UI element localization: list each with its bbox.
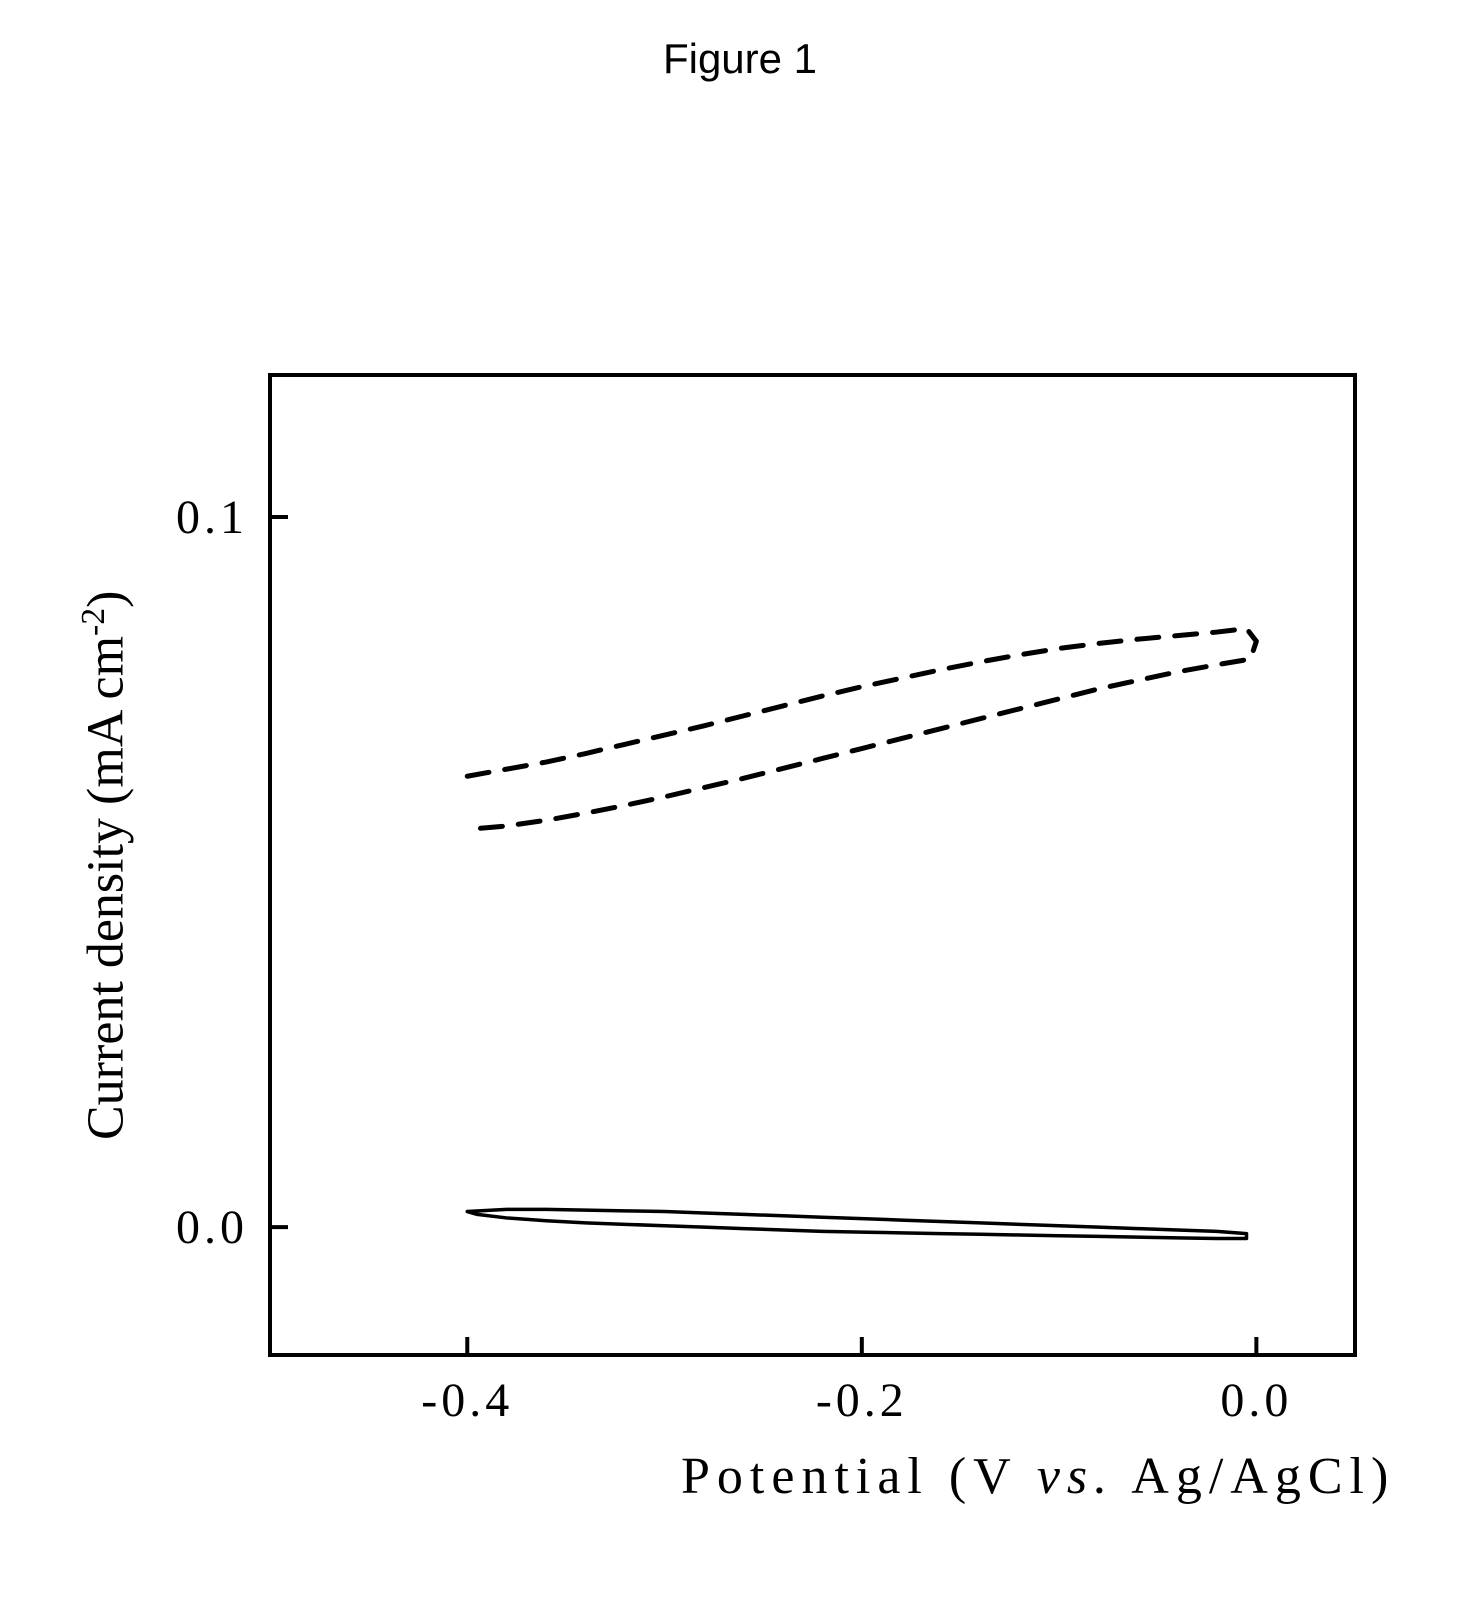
- x-axis-label: Potential (V vs. Ag/AgCl): [681, 1447, 1395, 1506]
- x-tick-label: -0.4: [421, 1373, 513, 1428]
- y-axis-label: Current density (mA cm-2): [75, 590, 135, 1140]
- y-axis-label-text: Current density (mA cm: [77, 636, 134, 1140]
- x-tick-label: -0.2: [816, 1373, 908, 1428]
- y-tick-label: 0.1: [176, 490, 248, 545]
- plot-border: [270, 375, 1355, 1355]
- x-axis-label-prefix: Potential (V: [681, 1448, 1037, 1505]
- plot-svg: [270, 375, 1355, 1355]
- y-tick-label: 0.0: [176, 1200, 248, 1255]
- figure-title: Figure 1: [0, 35, 1480, 83]
- y-axis-label-suffix: ): [77, 590, 134, 607]
- cv-plot: [270, 375, 1355, 1355]
- x-axis-label-italic: vs.: [1037, 1448, 1114, 1505]
- x-axis-label-suffix: Ag/AgCl): [1114, 1448, 1395, 1505]
- x-tick-label: 0.0: [1220, 1373, 1292, 1428]
- series-dashed-loop: [467, 629, 1256, 830]
- y-axis-label-sup: -2: [75, 608, 112, 636]
- series-solid-loop: [467, 1209, 1246, 1238]
